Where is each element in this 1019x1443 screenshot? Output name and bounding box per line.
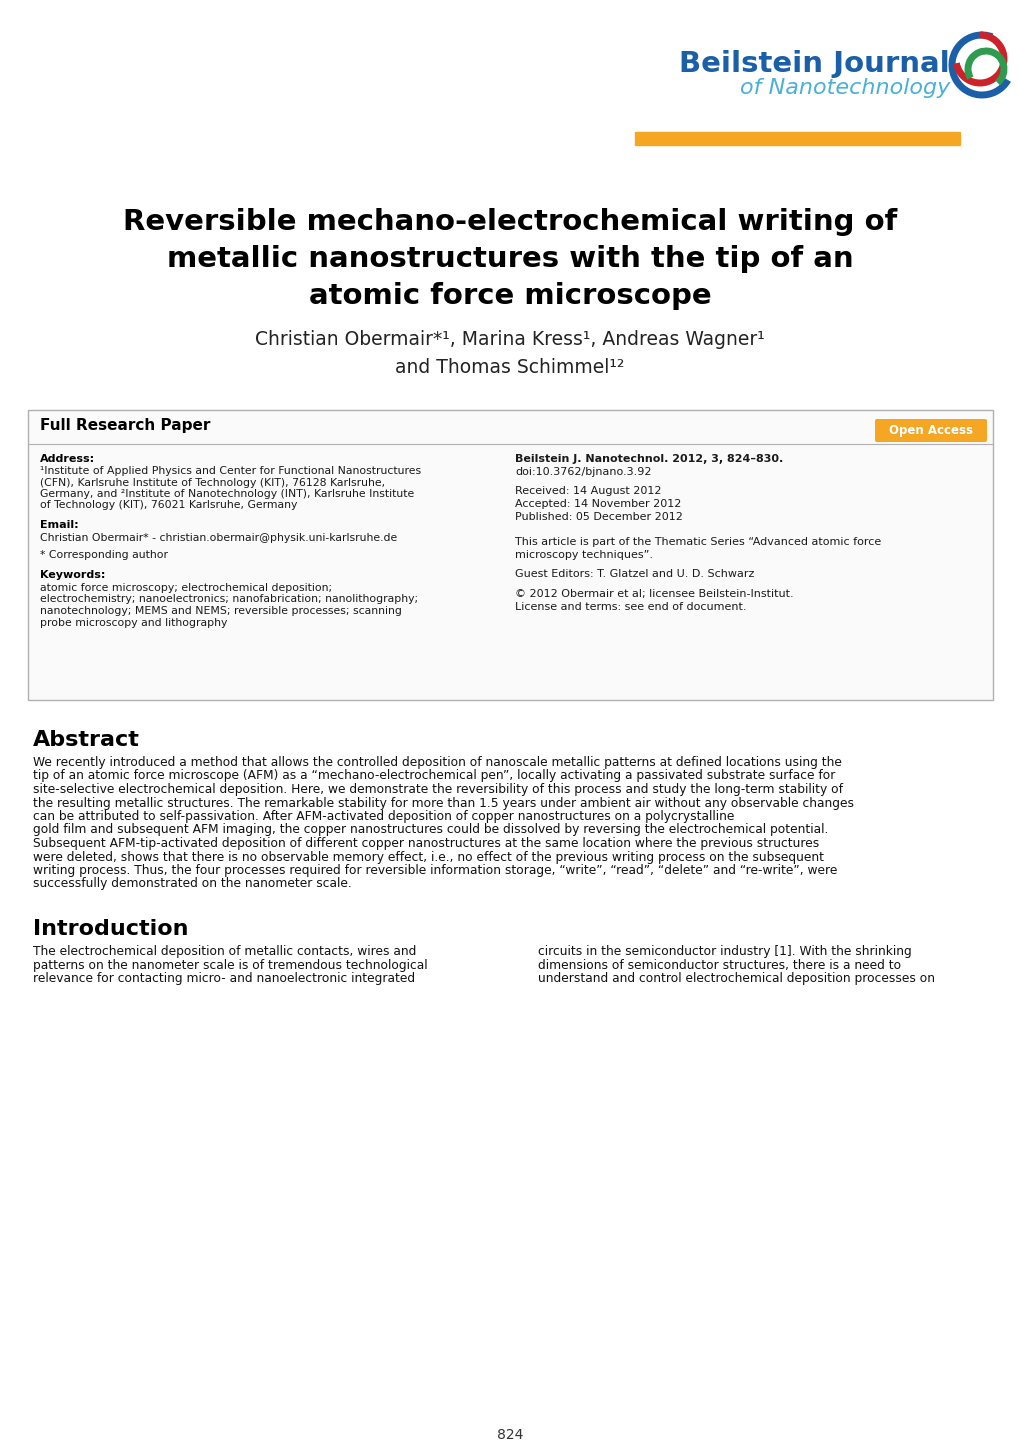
- Text: Received: 14 August 2012: Received: 14 August 2012: [515, 486, 661, 496]
- Text: understand and control electrochemical deposition processes on: understand and control electrochemical d…: [537, 973, 934, 986]
- Text: Published: 05 December 2012: Published: 05 December 2012: [515, 512, 682, 522]
- Text: were deleted, shows that there is no observable memory effect, i.e., no effect o: were deleted, shows that there is no obs…: [33, 850, 823, 863]
- Text: patterns on the nanometer scale is of tremendous technological: patterns on the nanometer scale is of tr…: [33, 958, 427, 971]
- Text: Germany, and ²Institute of Nanotechnology (INT), Karlsruhe Institute: Germany, and ²Institute of Nanotechnolog…: [40, 489, 414, 499]
- Text: can be attributed to self-passivation. After AFM-activated deposition of copper : can be attributed to self-passivation. A…: [33, 810, 734, 823]
- Text: site-selective electrochemical deposition. Here, we demonstrate the reversibilit: site-selective electrochemical depositio…: [33, 784, 842, 797]
- Text: Christian Obermair*¹, Marina Kress¹, Andreas Wagner¹: Christian Obermair*¹, Marina Kress¹, And…: [255, 330, 764, 349]
- Text: Reversible mechano-electrochemical writing of: Reversible mechano-electrochemical writi…: [122, 208, 897, 237]
- Text: dimensions of semiconductor structures, there is a need to: dimensions of semiconductor structures, …: [537, 958, 900, 971]
- Text: doi:10.3762/bjnano.3.92: doi:10.3762/bjnano.3.92: [515, 468, 651, 478]
- Bar: [635, 131, 959, 144]
- Text: This article is part of the Thematic Series “Advanced atomic force: This article is part of the Thematic Ser…: [515, 537, 880, 547]
- Text: * Corresponding author: * Corresponding author: [40, 550, 168, 560]
- Text: Email:: Email:: [40, 519, 78, 530]
- Text: nanotechnology; MEMS and NEMS; reversible processes; scanning: nanotechnology; MEMS and NEMS; reversibl…: [40, 606, 401, 616]
- Text: Christian Obermair* - christian.obermair@physik.uni-karlsruhe.de: Christian Obermair* - christian.obermair…: [40, 532, 396, 543]
- Text: of Technology (KIT), 76021 Karlsruhe, Germany: of Technology (KIT), 76021 Karlsruhe, Ge…: [40, 501, 298, 511]
- Text: of Nanotechnology: of Nanotechnology: [739, 78, 949, 98]
- Text: successfully demonstrated on the nanometer scale.: successfully demonstrated on the nanomet…: [33, 877, 352, 890]
- Text: tip of an atomic force microscope (AFM) as a “mechano-electrochemical pen”, loca: tip of an atomic force microscope (AFM) …: [33, 769, 835, 782]
- Text: Beilstein Journal: Beilstein Journal: [679, 51, 949, 78]
- Text: (CFN), Karlsruhe Institute of Technology (KIT), 76128 Karlsruhe,: (CFN), Karlsruhe Institute of Technology…: [40, 478, 385, 488]
- Text: gold film and subsequent AFM imaging, the copper nanostructures could be dissolv: gold film and subsequent AFM imaging, th…: [33, 824, 827, 837]
- Text: Full Research Paper: Full Research Paper: [40, 418, 210, 433]
- Text: The electrochemical deposition of metallic contacts, wires and: The electrochemical deposition of metall…: [33, 945, 416, 958]
- Text: atomic force microscopy; electrochemical deposition;: atomic force microscopy; electrochemical…: [40, 583, 332, 593]
- Text: License and terms: see end of document.: License and terms: see end of document.: [515, 602, 746, 612]
- Text: circuits in the semiconductor industry [1]. With the shrinking: circuits in the semiconductor industry […: [537, 945, 911, 958]
- Text: We recently introduced a method that allows the controlled deposition of nanosca: We recently introduced a method that all…: [33, 756, 841, 769]
- Text: writing process. Thus, the four processes required for reversible information st: writing process. Thus, the four processe…: [33, 864, 837, 877]
- Text: Address:: Address:: [40, 455, 95, 465]
- Text: electrochemistry; nanoelectronics; nanofabrication; nanolithography;: electrochemistry; nanoelectronics; nanof…: [40, 595, 418, 605]
- Text: metallic nanostructures with the tip of an: metallic nanostructures with the tip of …: [166, 245, 853, 273]
- Text: Keywords:: Keywords:: [40, 570, 105, 580]
- Text: Open Access: Open Access: [889, 424, 972, 437]
- Text: Guest Editors: T. Glatzel and U. D. Schwarz: Guest Editors: T. Glatzel and U. D. Schw…: [515, 569, 754, 579]
- Text: Abstract: Abstract: [33, 730, 140, 750]
- Text: Accepted: 14 November 2012: Accepted: 14 November 2012: [515, 499, 681, 509]
- Text: microscopy techniques”.: microscopy techniques”.: [515, 550, 652, 560]
- Text: © 2012 Obermair et al; licensee Beilstein-Institut.: © 2012 Obermair et al; licensee Beilstei…: [515, 589, 793, 599]
- Text: the resulting metallic structures. The remarkable stability for more than 1.5 ye: the resulting metallic structures. The r…: [33, 797, 853, 810]
- Text: atomic force microscope: atomic force microscope: [309, 281, 710, 310]
- Text: and Thomas Schimmel¹²: and Thomas Schimmel¹²: [395, 358, 624, 377]
- FancyBboxPatch shape: [874, 418, 986, 442]
- Bar: [28, 410, 993, 700]
- Text: ¹Institute of Applied Physics and Center for Functional Nanostructures: ¹Institute of Applied Physics and Center…: [40, 466, 421, 476]
- Text: Beilstein J. Nanotechnol. 2012, 3, 824–830.: Beilstein J. Nanotechnol. 2012, 3, 824–8…: [515, 455, 783, 465]
- Text: probe microscopy and lithography: probe microscopy and lithography: [40, 618, 227, 628]
- Text: Subsequent AFM-tip-activated deposition of different copper nanostructures at th: Subsequent AFM-tip-activated deposition …: [33, 837, 818, 850]
- Text: Introduction: Introduction: [33, 919, 189, 939]
- Text: relevance for contacting micro- and nanoelectronic integrated: relevance for contacting micro- and nano…: [33, 973, 415, 986]
- Text: 824: 824: [496, 1429, 523, 1442]
